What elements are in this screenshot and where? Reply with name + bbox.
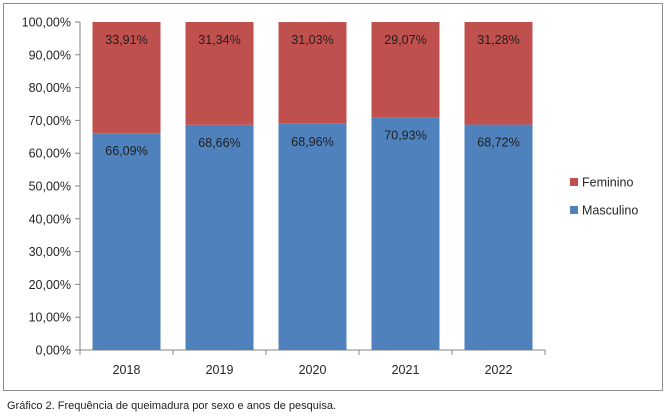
data-label-feminino: 31,03% (291, 33, 333, 47)
data-label-masculino: 68,66% (198, 136, 240, 150)
bar-feminino (278, 22, 347, 124)
legend-label: Feminino (582, 176, 633, 190)
data-label-masculino: 68,72% (477, 136, 519, 150)
data-label-masculino: 68,96% (291, 135, 333, 149)
data-label-feminino: 29,07% (384, 33, 426, 47)
caption-label: Gráfico 2. (7, 400, 55, 412)
y-tick-label: 0,00% (36, 344, 71, 358)
y-tick-label: 40,00% (29, 212, 71, 226)
data-label-masculino: 66,09% (105, 144, 147, 158)
bar-masculino (278, 123, 347, 350)
x-tick-label: 2018 (113, 363, 141, 377)
legend-swatch (570, 206, 578, 214)
y-tick-label: 70,00% (29, 114, 71, 128)
y-tick-label: 50,00% (29, 180, 71, 194)
bar-feminino (464, 22, 533, 125)
y-tick-label: 100,00% (22, 16, 71, 30)
data-label-feminino: 31,28% (477, 33, 519, 47)
data-label-feminino: 33,91% (105, 33, 147, 47)
y-tick-label: 90,00% (29, 48, 71, 62)
bar-masculino (185, 124, 254, 350)
x-tick-label: 2020 (299, 363, 327, 377)
x-tick-label: 2021 (392, 363, 420, 377)
legend-label: Masculino (582, 204, 638, 218)
x-tick-label: 2022 (485, 363, 513, 377)
y-tick-label: 20,00% (29, 278, 71, 292)
x-tick-label: 2019 (206, 363, 234, 377)
y-tick-label: 80,00% (29, 81, 71, 95)
bar-masculino (92, 133, 161, 350)
figure-caption: Gráfico 2. Frequência de queimadura por … (7, 400, 336, 412)
bar-feminino (92, 22, 161, 134)
y-tick-label: 30,00% (29, 245, 71, 259)
data-label-masculino: 70,93% (384, 128, 426, 142)
bar-masculino (464, 124, 533, 351)
caption-text: Frequência de queimadura por sexo e anos… (57, 400, 336, 412)
bar-feminino (371, 22, 440, 118)
stacked-bar-chart: 0,00% 10,00% 20,00% 30,00% 40,00% 50,00% 60,00… (22, 16, 639, 378)
y-tick-label: 10,00% (29, 311, 71, 325)
data-label-feminino: 31,34% (198, 33, 240, 47)
bar-feminino (185, 22, 254, 125)
legend-swatch (570, 178, 578, 186)
bar-masculino (371, 117, 440, 350)
y-tick-label: 60,00% (29, 147, 71, 161)
